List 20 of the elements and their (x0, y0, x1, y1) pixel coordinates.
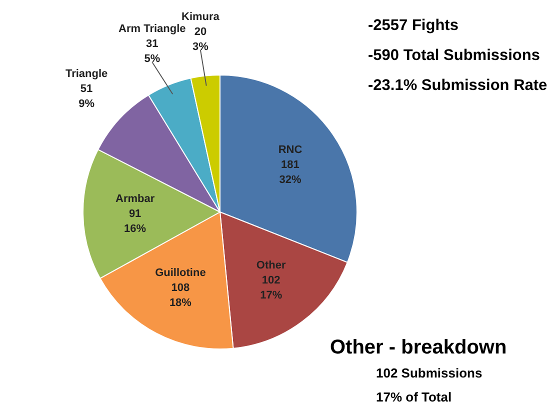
slice-label: Arm Triangle (118, 22, 186, 35)
text: -23.1% Submission Rate (368, 77, 548, 94)
slice-label: RNC (278, 144, 302, 156)
data-label: 102 17% (260, 274, 282, 302)
data-label: 20 3% (192, 26, 209, 53)
data-label: 31 5% (144, 38, 160, 65)
data-label: 51 9% (78, 83, 95, 110)
slice-label: Triangle (65, 68, 108, 80)
data-label: 108 18% (169, 282, 192, 310)
text: -590 Total Submissions (368, 47, 540, 64)
data-label: 91 16% (124, 208, 146, 236)
data-label: 181 32% (279, 159, 302, 186)
slice-label: Other (256, 260, 286, 272)
text: Other - breakdown (330, 336, 507, 358)
text: -2557 Fights (368, 17, 458, 34)
slice-label: Guillotine (155, 267, 206, 280)
slice-label: Kimura (182, 10, 220, 23)
text: 17% of Total (376, 389, 452, 404)
text: 102 Submissions (376, 365, 482, 380)
slice-label: Armbar (116, 193, 156, 206)
